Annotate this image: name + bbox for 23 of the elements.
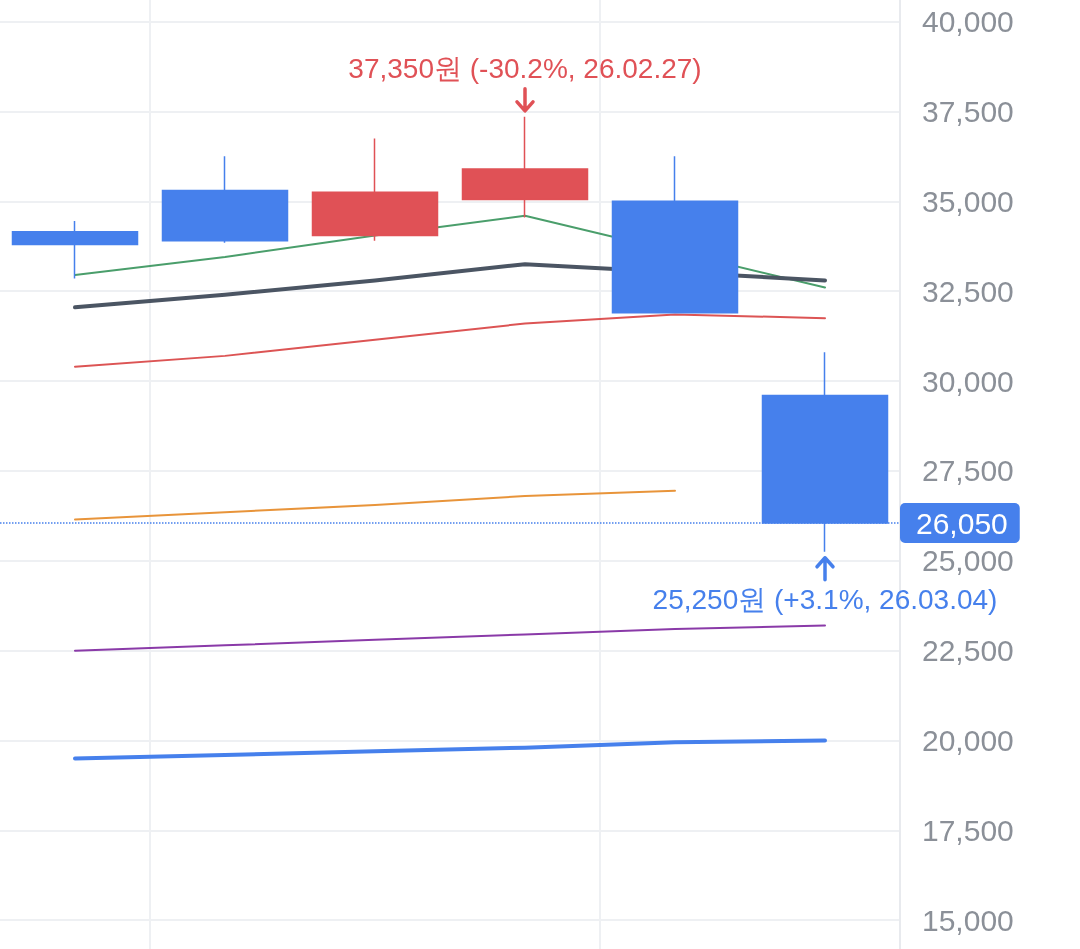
candlestick	[311, 137, 439, 242]
candlestick	[11, 220, 139, 280]
y-tick-label: 27,500	[922, 454, 1014, 488]
y-tick-label: 30,000	[922, 364, 1014, 398]
line-series	[74, 624, 826, 652]
y-tick-label: 22,500	[922, 634, 1014, 668]
y-tick-label: 20,000	[922, 724, 1014, 758]
line-series	[74, 489, 676, 521]
y-tick-label: 35,000	[922, 184, 1014, 218]
y-tick-label: 37,500	[922, 94, 1014, 128]
candlestick	[461, 116, 589, 219]
annotation: 37,350원 (-30.2%, 26.02.27)	[348, 53, 702, 85]
y-tick-label: 15,000	[922, 903, 1014, 937]
candlestick	[161, 155, 289, 244]
y-tick-label: 25,000	[922, 544, 1014, 578]
line-series	[74, 313, 826, 368]
y-tick-label: 17,500	[922, 813, 1014, 847]
candlestick	[611, 155, 739, 314]
annotation: 25,250원 (+3.1%, 26.03.04)	[652, 584, 998, 616]
y-tick-label: 32,500	[922, 274, 1014, 308]
y-tick-label: 40,000	[922, 5, 1014, 39]
ref-line-label: 26,050	[916, 506, 1008, 540]
line-series	[73, 738, 827, 761]
